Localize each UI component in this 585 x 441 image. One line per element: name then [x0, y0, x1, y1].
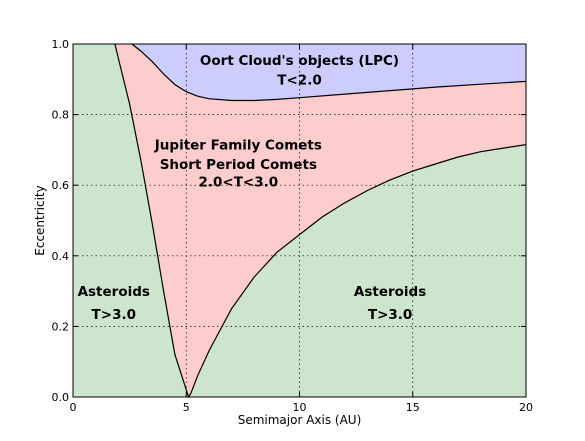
annotations: Oort Cloud's objects (LPC) T<2.0 Jupiter F…: [78, 53, 427, 323]
x-tick-label: 20: [519, 401, 533, 414]
jfc-region: [114, 44, 527, 397]
y-tick-label: 0.4: [52, 250, 70, 263]
annotation-ast-right: T>3.0: [368, 307, 412, 323]
x-tick-label: 0: [70, 401, 77, 414]
y-tick-label: 0.8: [52, 109, 70, 122]
annotation-ast-right: Asteroids: [354, 284, 426, 300]
grid: [73, 44, 526, 397]
asteroid-boundary-line: [114, 43, 527, 399]
y-tick-label: 0.6: [52, 179, 70, 192]
oort-boundary-line: [131, 43, 527, 102]
annotation-oort: Oort Cloud's objects (LPC): [200, 53, 399, 69]
x-tick-label: 15: [406, 401, 420, 414]
plot-area: 0 5 10 15 20 0.0 0.2 0.4 0.6 0.8 1.0: [52, 38, 534, 414]
annotation-oort: T<2.0: [277, 72, 321, 88]
y-tick-label: 1.0: [52, 38, 70, 51]
y-tick-label: 0.0: [52, 391, 70, 404]
annotation-jfc: 2.0<T<3.0: [199, 175, 279, 191]
ticks: 0 5 10 15 20 0.0 0.2 0.4 0.6 0.8 1.0: [52, 38, 534, 414]
x-tick-label: 10: [293, 401, 307, 414]
y-tick-label: 0.2: [52, 320, 70, 333]
oort-region: [131, 44, 526, 101]
annotation-jfc: Jupiter Family Comets: [154, 138, 322, 154]
x-tick-label: 5: [183, 401, 190, 414]
annotation-jfc: Short Period Comets: [160, 157, 317, 173]
annotation-ast-left: Asteroids: [78, 284, 150, 300]
x-axis-label: Semimajor Axis (AU): [238, 413, 362, 427]
annotation-ast-left: T>3.0: [92, 307, 136, 323]
y-axis-label: Eccentricity: [33, 185, 47, 255]
